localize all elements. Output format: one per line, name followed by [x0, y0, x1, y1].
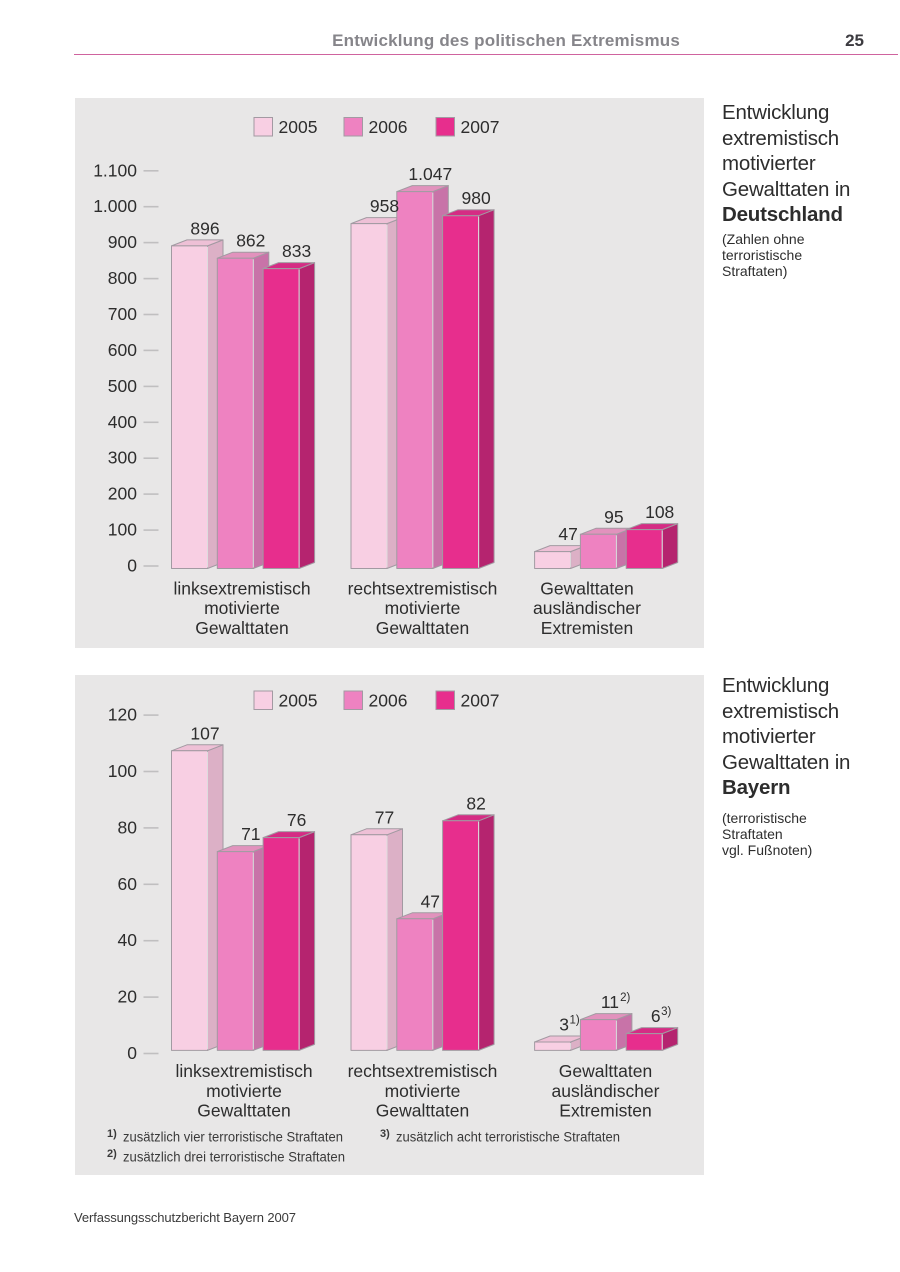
svg-text:40: 40	[118, 930, 138, 950]
svg-text:linksextremistisch: linksextremistisch	[175, 1061, 312, 1081]
svg-text:896: 896	[190, 218, 219, 238]
svg-text:1.000: 1.000	[93, 196, 137, 216]
svg-text:ausländischer: ausländischer	[552, 1081, 660, 1101]
svg-text:Extremisten: Extremisten	[559, 1101, 651, 1121]
svg-text:2): 2)	[107, 1148, 117, 1160]
svg-text:2005: 2005	[279, 117, 318, 137]
svg-text:2006: 2006	[369, 117, 408, 137]
svg-text:500: 500	[108, 376, 137, 396]
svg-text:108: 108	[645, 502, 674, 522]
svg-text:82: 82	[466, 793, 485, 813]
svg-text:47: 47	[421, 891, 440, 911]
svg-text:2): 2)	[620, 992, 630, 1004]
svg-text:Gewalttaten: Gewalttaten	[376, 618, 469, 638]
svg-text:1.100: 1.100	[93, 160, 137, 180]
svg-text:motivierte: motivierte	[206, 1081, 282, 1101]
svg-text:300: 300	[108, 448, 137, 468]
svg-text:400: 400	[108, 412, 137, 432]
svg-text:ausländischer: ausländischer	[533, 598, 641, 618]
svg-text:958: 958	[370, 196, 399, 216]
svg-text:833: 833	[282, 241, 311, 261]
svg-text:zusätzlich vier terroristische: zusätzlich vier terroristische Straftate…	[123, 1130, 343, 1145]
svg-text:3: 3	[559, 1015, 569, 1035]
svg-text:11: 11	[601, 992, 619, 1012]
svg-text:800: 800	[108, 268, 137, 288]
svg-text:1.047: 1.047	[408, 164, 452, 184]
svg-text:rechtsextremistisch: rechtsextremistisch	[348, 579, 498, 599]
svg-text:Gewalttaten: Gewalttaten	[540, 579, 633, 599]
svg-text:47: 47	[558, 524, 577, 544]
svg-text:6: 6	[651, 1006, 661, 1026]
svg-text:motivierte: motivierte	[385, 1081, 461, 1101]
svg-text:100: 100	[108, 761, 137, 781]
svg-text:100: 100	[108, 520, 137, 540]
svg-text:motivierte: motivierte	[385, 598, 461, 618]
svg-text:0: 0	[127, 556, 137, 576]
svg-text:200: 200	[108, 484, 137, 504]
svg-text:2007: 2007	[461, 691, 500, 711]
svg-text:900: 900	[108, 232, 137, 252]
svg-text:3): 3)	[380, 1128, 390, 1140]
svg-text:107: 107	[190, 723, 219, 743]
svg-text:Gewalttaten: Gewalttaten	[197, 1101, 290, 1121]
svg-text:980: 980	[461, 188, 490, 208]
svg-text:1): 1)	[570, 1015, 580, 1027]
svg-text:700: 700	[108, 304, 137, 324]
svg-text:2007: 2007	[461, 117, 500, 137]
svg-text:zusätzlich drei terroristische: zusätzlich drei terroristische Straftate…	[123, 1150, 345, 1165]
svg-text:linksextremistisch: linksextremistisch	[173, 579, 310, 599]
svg-text:71: 71	[241, 824, 260, 844]
svg-text:2006: 2006	[369, 691, 408, 711]
svg-text:95: 95	[604, 507, 623, 527]
svg-text:600: 600	[108, 340, 137, 360]
svg-text:3): 3)	[661, 1006, 671, 1018]
svg-text:80: 80	[118, 817, 138, 837]
svg-text:2005: 2005	[279, 691, 318, 711]
svg-text:120: 120	[108, 705, 137, 725]
svg-text:0: 0	[127, 1043, 137, 1063]
svg-text:Gewalttaten: Gewalttaten	[376, 1101, 469, 1121]
svg-text:76: 76	[287, 810, 306, 830]
svg-text:20: 20	[118, 987, 138, 1007]
svg-text:Extremisten: Extremisten	[541, 618, 633, 638]
svg-text:Gewalttaten: Gewalttaten	[195, 618, 288, 638]
svg-text:Gewalttaten: Gewalttaten	[559, 1061, 652, 1081]
svg-text:77: 77	[375, 807, 394, 827]
svg-text:1): 1)	[107, 1128, 117, 1140]
svg-text:zusätzlich acht terroristische: zusätzlich acht terroristische Straftate…	[396, 1130, 620, 1145]
svg-text:60: 60	[118, 874, 138, 894]
svg-text:rechtsextremistisch: rechtsextremistisch	[348, 1061, 498, 1081]
svg-text:862: 862	[236, 231, 265, 251]
svg-text:motivierte: motivierte	[204, 598, 280, 618]
